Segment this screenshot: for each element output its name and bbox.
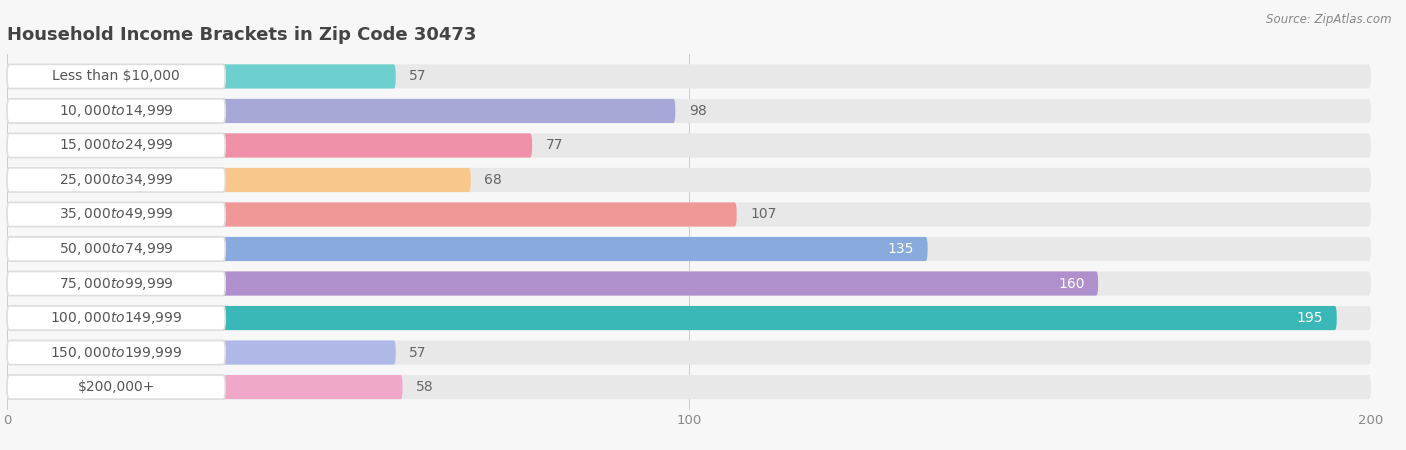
FancyBboxPatch shape xyxy=(7,375,225,399)
FancyBboxPatch shape xyxy=(7,64,395,89)
Text: $15,000 to $24,999: $15,000 to $24,999 xyxy=(59,137,173,153)
FancyBboxPatch shape xyxy=(7,271,225,296)
FancyBboxPatch shape xyxy=(7,375,1371,399)
FancyBboxPatch shape xyxy=(7,341,225,364)
FancyBboxPatch shape xyxy=(7,306,225,330)
FancyBboxPatch shape xyxy=(7,306,1337,330)
FancyBboxPatch shape xyxy=(7,306,1371,330)
FancyBboxPatch shape xyxy=(7,202,225,226)
FancyBboxPatch shape xyxy=(7,271,1371,296)
FancyBboxPatch shape xyxy=(7,99,225,123)
Text: Household Income Brackets in Zip Code 30473: Household Income Brackets in Zip Code 30… xyxy=(7,26,477,44)
Text: $100,000 to $149,999: $100,000 to $149,999 xyxy=(51,310,183,326)
FancyBboxPatch shape xyxy=(7,202,1371,226)
FancyBboxPatch shape xyxy=(7,64,1371,89)
Text: $25,000 to $34,999: $25,000 to $34,999 xyxy=(59,172,173,188)
Text: $200,000+: $200,000+ xyxy=(77,380,155,394)
Text: 107: 107 xyxy=(751,207,776,221)
Text: 68: 68 xyxy=(484,173,502,187)
Text: $10,000 to $14,999: $10,000 to $14,999 xyxy=(59,103,173,119)
Text: Source: ZipAtlas.com: Source: ZipAtlas.com xyxy=(1267,14,1392,27)
Text: 160: 160 xyxy=(1057,276,1084,291)
Text: 135: 135 xyxy=(887,242,914,256)
FancyBboxPatch shape xyxy=(7,237,928,261)
Text: $50,000 to $74,999: $50,000 to $74,999 xyxy=(59,241,173,257)
FancyBboxPatch shape xyxy=(7,99,675,123)
Text: $75,000 to $99,999: $75,000 to $99,999 xyxy=(59,275,173,292)
FancyBboxPatch shape xyxy=(7,133,1371,158)
Text: 98: 98 xyxy=(689,104,707,118)
FancyBboxPatch shape xyxy=(7,133,531,158)
FancyBboxPatch shape xyxy=(7,237,1371,261)
Text: 57: 57 xyxy=(409,69,427,83)
FancyBboxPatch shape xyxy=(7,168,471,192)
Text: 195: 195 xyxy=(1296,311,1323,325)
FancyBboxPatch shape xyxy=(7,168,225,192)
FancyBboxPatch shape xyxy=(7,202,737,226)
FancyBboxPatch shape xyxy=(7,271,1098,296)
FancyBboxPatch shape xyxy=(7,375,402,399)
FancyBboxPatch shape xyxy=(7,133,225,158)
FancyBboxPatch shape xyxy=(7,237,225,261)
FancyBboxPatch shape xyxy=(7,64,225,89)
Text: $150,000 to $199,999: $150,000 to $199,999 xyxy=(51,345,183,360)
Text: $35,000 to $49,999: $35,000 to $49,999 xyxy=(59,207,173,222)
Text: 57: 57 xyxy=(409,346,427,360)
FancyBboxPatch shape xyxy=(7,341,1371,364)
FancyBboxPatch shape xyxy=(7,168,1371,192)
FancyBboxPatch shape xyxy=(7,341,395,364)
Text: 58: 58 xyxy=(416,380,434,394)
FancyBboxPatch shape xyxy=(7,99,1371,123)
Text: Less than $10,000: Less than $10,000 xyxy=(52,69,180,83)
Text: 77: 77 xyxy=(546,139,564,153)
